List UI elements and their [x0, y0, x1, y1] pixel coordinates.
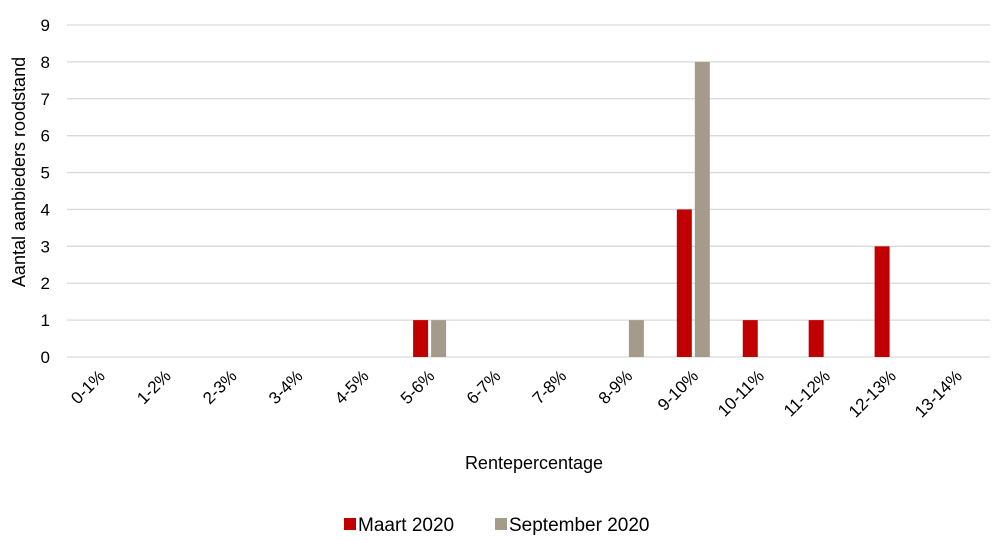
bar-september-5: [431, 320, 447, 357]
y-tick-label: 6: [41, 127, 50, 146]
x-tick-label: 6-7%: [463, 366, 504, 407]
bar-maart-9: [676, 209, 692, 357]
bar-maart-10: [742, 320, 758, 357]
y-tick-label: 3: [41, 237, 50, 256]
legend-swatch-maart: [344, 518, 356, 530]
x-tick-label: 3-4%: [265, 366, 306, 407]
x-tick-label: 1-2%: [133, 366, 174, 407]
y-axis-title: Aantal aanbieders roodstand: [9, 57, 29, 287]
y-tick-label: 5: [41, 164, 50, 183]
bar-maart-5: [413, 320, 429, 357]
legend-label-september: September 2020: [509, 515, 650, 535]
legend-label-maart: Maart 2020: [358, 515, 454, 535]
x-tick-label: 11-12%: [780, 366, 834, 420]
x-tick-labels: 0-1% 1-2% 2-3% 3-4% 4-5% 5-6% 6-7% 7-8% 8-9% 9-10…: [67, 366, 966, 421]
legend: Maart 2020 September 2020: [344, 515, 650, 536]
y-tick-label: 4: [41, 200, 50, 219]
y-tick-label: 0: [41, 348, 50, 367]
x-tick-label: 13-14%: [911, 366, 966, 421]
x-tick-label: 7-8%: [529, 366, 570, 407]
y-tick-label: 1: [41, 311, 50, 330]
bars: [413, 61, 890, 358]
bar-maart-12: [874, 246, 890, 357]
x-tick-label: 8-9%: [595, 366, 636, 407]
x-tick-label: 12-13%: [845, 366, 900, 421]
bar-september-9: [694, 61, 710, 358]
y-tick-label: 2: [41, 274, 50, 293]
y-tick-label: 7: [41, 90, 50, 109]
x-tick-label: 4-5%: [331, 366, 372, 407]
x-tick-label: 2-3%: [199, 366, 240, 407]
x-tick-label: 0-1%: [67, 366, 108, 407]
x-tick-label: 10-11%: [714, 366, 768, 420]
y-tick-labels: 0 1 2 3 4 5 6 7 8 9: [41, 16, 50, 367]
gridlines: [67, 24, 990, 358]
bar-september-8: [628, 320, 644, 357]
y-tick-label: 9: [41, 16, 50, 35]
legend-swatch-september: [495, 518, 507, 530]
bar-maart-11: [808, 320, 824, 357]
y-tick-label: 8: [41, 53, 50, 72]
x-tick-label: 9-10%: [654, 366, 702, 414]
x-tick-label: 5-6%: [397, 366, 438, 407]
x-axis-title: Rentepercentage: [465, 453, 603, 473]
